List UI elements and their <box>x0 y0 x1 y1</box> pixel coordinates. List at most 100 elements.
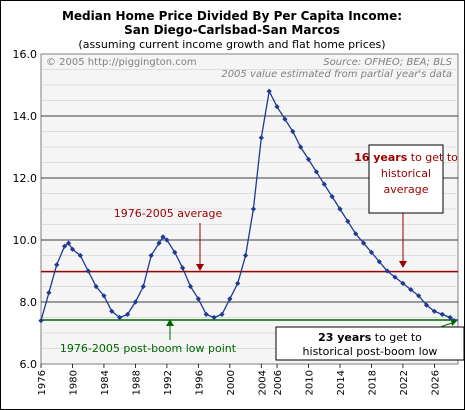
x-tick-label: 1988 <box>131 370 142 395</box>
x-tick-label: 2018 <box>367 370 378 395</box>
chart-title: Median Home Price Divided By Per Capita … <box>62 9 402 23</box>
data-point <box>172 249 178 255</box>
data-point <box>227 296 233 302</box>
data-point <box>62 243 68 249</box>
data-point <box>250 206 257 212</box>
y-axis: 6.0 8.0 10.0 12.0 14.0 16.0 <box>13 48 38 371</box>
data-point <box>368 249 375 255</box>
x-axis: 1976 1980 1984 1988 1992 1996 2000 2004 2006 2010… <box>37 364 441 395</box>
x-tick-label: 1980 <box>68 370 79 395</box>
series-line <box>40 89 455 322</box>
data-point <box>148 252 154 259</box>
data-point <box>266 88 272 94</box>
x-tick-label: 2026 <box>430 370 441 395</box>
data-point <box>180 265 186 271</box>
data-point <box>195 296 201 302</box>
chart-subtitle-note: (assuming current income growth and flat… <box>78 38 385 51</box>
data-point <box>282 116 288 122</box>
x-tick-label: 2014 <box>336 370 347 395</box>
average-label: 1976-2005 average <box>114 207 223 220</box>
x-tick-label: 1996 <box>194 370 205 395</box>
data-point <box>140 283 146 290</box>
data-point <box>290 128 296 135</box>
data-point <box>392 274 398 280</box>
data-point <box>156 240 162 246</box>
twentythree-years-line2: historical post-boom low <box>303 345 438 358</box>
data-point <box>313 169 319 175</box>
x-tick-label: 2000 <box>226 370 237 395</box>
data-point <box>69 246 76 252</box>
data-point <box>384 268 390 274</box>
data-point <box>93 283 99 290</box>
y-tick-label: 14.0 <box>13 110 38 123</box>
x-tick-label: 1992 <box>163 370 174 395</box>
data-point <box>77 252 83 259</box>
data-point <box>235 280 241 286</box>
data-point <box>321 181 327 187</box>
y-tick-label: 16.0 <box>13 48 38 61</box>
twentythree-years-box <box>275 326 465 361</box>
low-point-arrow-head <box>166 319 174 326</box>
data-point <box>360 240 367 246</box>
x-tick-label: 1976 <box>37 370 48 395</box>
y-tick-label: 10.0 <box>13 234 38 247</box>
data-point <box>376 259 382 265</box>
data-point <box>211 314 217 321</box>
data-point <box>337 206 343 212</box>
series-markers <box>38 88 457 324</box>
data-point <box>187 283 194 290</box>
x-tick-label: 2006 <box>273 370 284 395</box>
data-point <box>416 293 422 299</box>
data-point <box>258 135 264 141</box>
x-tick-label: 2004 <box>257 370 268 395</box>
x-tick-label: 2022 <box>399 370 410 395</box>
copyright-note: © 2005 http://piggington.com <box>46 57 197 68</box>
data-point <box>85 268 91 274</box>
sixteen-years-arrow-head <box>399 261 407 268</box>
data-point <box>117 314 123 321</box>
twentythree-years-line1: 23 years to get to <box>318 331 422 344</box>
data-point <box>54 262 60 268</box>
data-point <box>65 240 72 246</box>
data-point <box>423 302 430 308</box>
x-tick-label: 1984 <box>100 370 111 395</box>
data-point <box>109 308 115 314</box>
data-point <box>132 299 139 305</box>
sixteen-years-box <box>368 144 444 214</box>
data-point <box>400 280 406 286</box>
data-point <box>431 308 437 314</box>
chart-subtitle: San Diego-Carlsbad-San Marcos <box>124 23 340 37</box>
y-tick-label: 12.0 <box>13 172 38 185</box>
data-point <box>242 252 249 259</box>
source-note: Source: OFHEO; BEA; BLS <box>323 57 452 68</box>
data-point <box>447 314 453 321</box>
data-point <box>160 234 166 240</box>
sixteen-years-line3: average <box>383 183 428 196</box>
data-point <box>124 311 131 317</box>
low-point-label: 1976-2005 post-boom low point <box>60 342 237 355</box>
twentythree-years-arrow-head <box>451 320 457 326</box>
data-point <box>305 156 312 162</box>
data-point <box>219 311 225 317</box>
data-point <box>329 194 335 200</box>
y-tick-label: 6.0 <box>20 358 38 371</box>
data-point <box>345 218 351 224</box>
y-tick-label: 8.0 <box>20 296 38 309</box>
data-point <box>164 237 170 243</box>
data-point <box>408 287 414 293</box>
data-point <box>298 144 304 150</box>
sixteen-years-line2: historical <box>381 167 431 180</box>
data-point <box>46 290 52 296</box>
sixteen-years-line1: 16 years to get to <box>354 151 458 164</box>
data-point <box>203 311 209 317</box>
data-point <box>353 231 359 237</box>
data-point <box>38 318 44 324</box>
estimate-note: 2005 value estimated from partial year's… <box>221 69 452 80</box>
data-point <box>439 311 445 317</box>
data-point <box>274 104 280 110</box>
data-point <box>101 293 107 299</box>
x-tick-label: 2010 <box>305 370 316 395</box>
average-arrow-head <box>196 264 204 271</box>
